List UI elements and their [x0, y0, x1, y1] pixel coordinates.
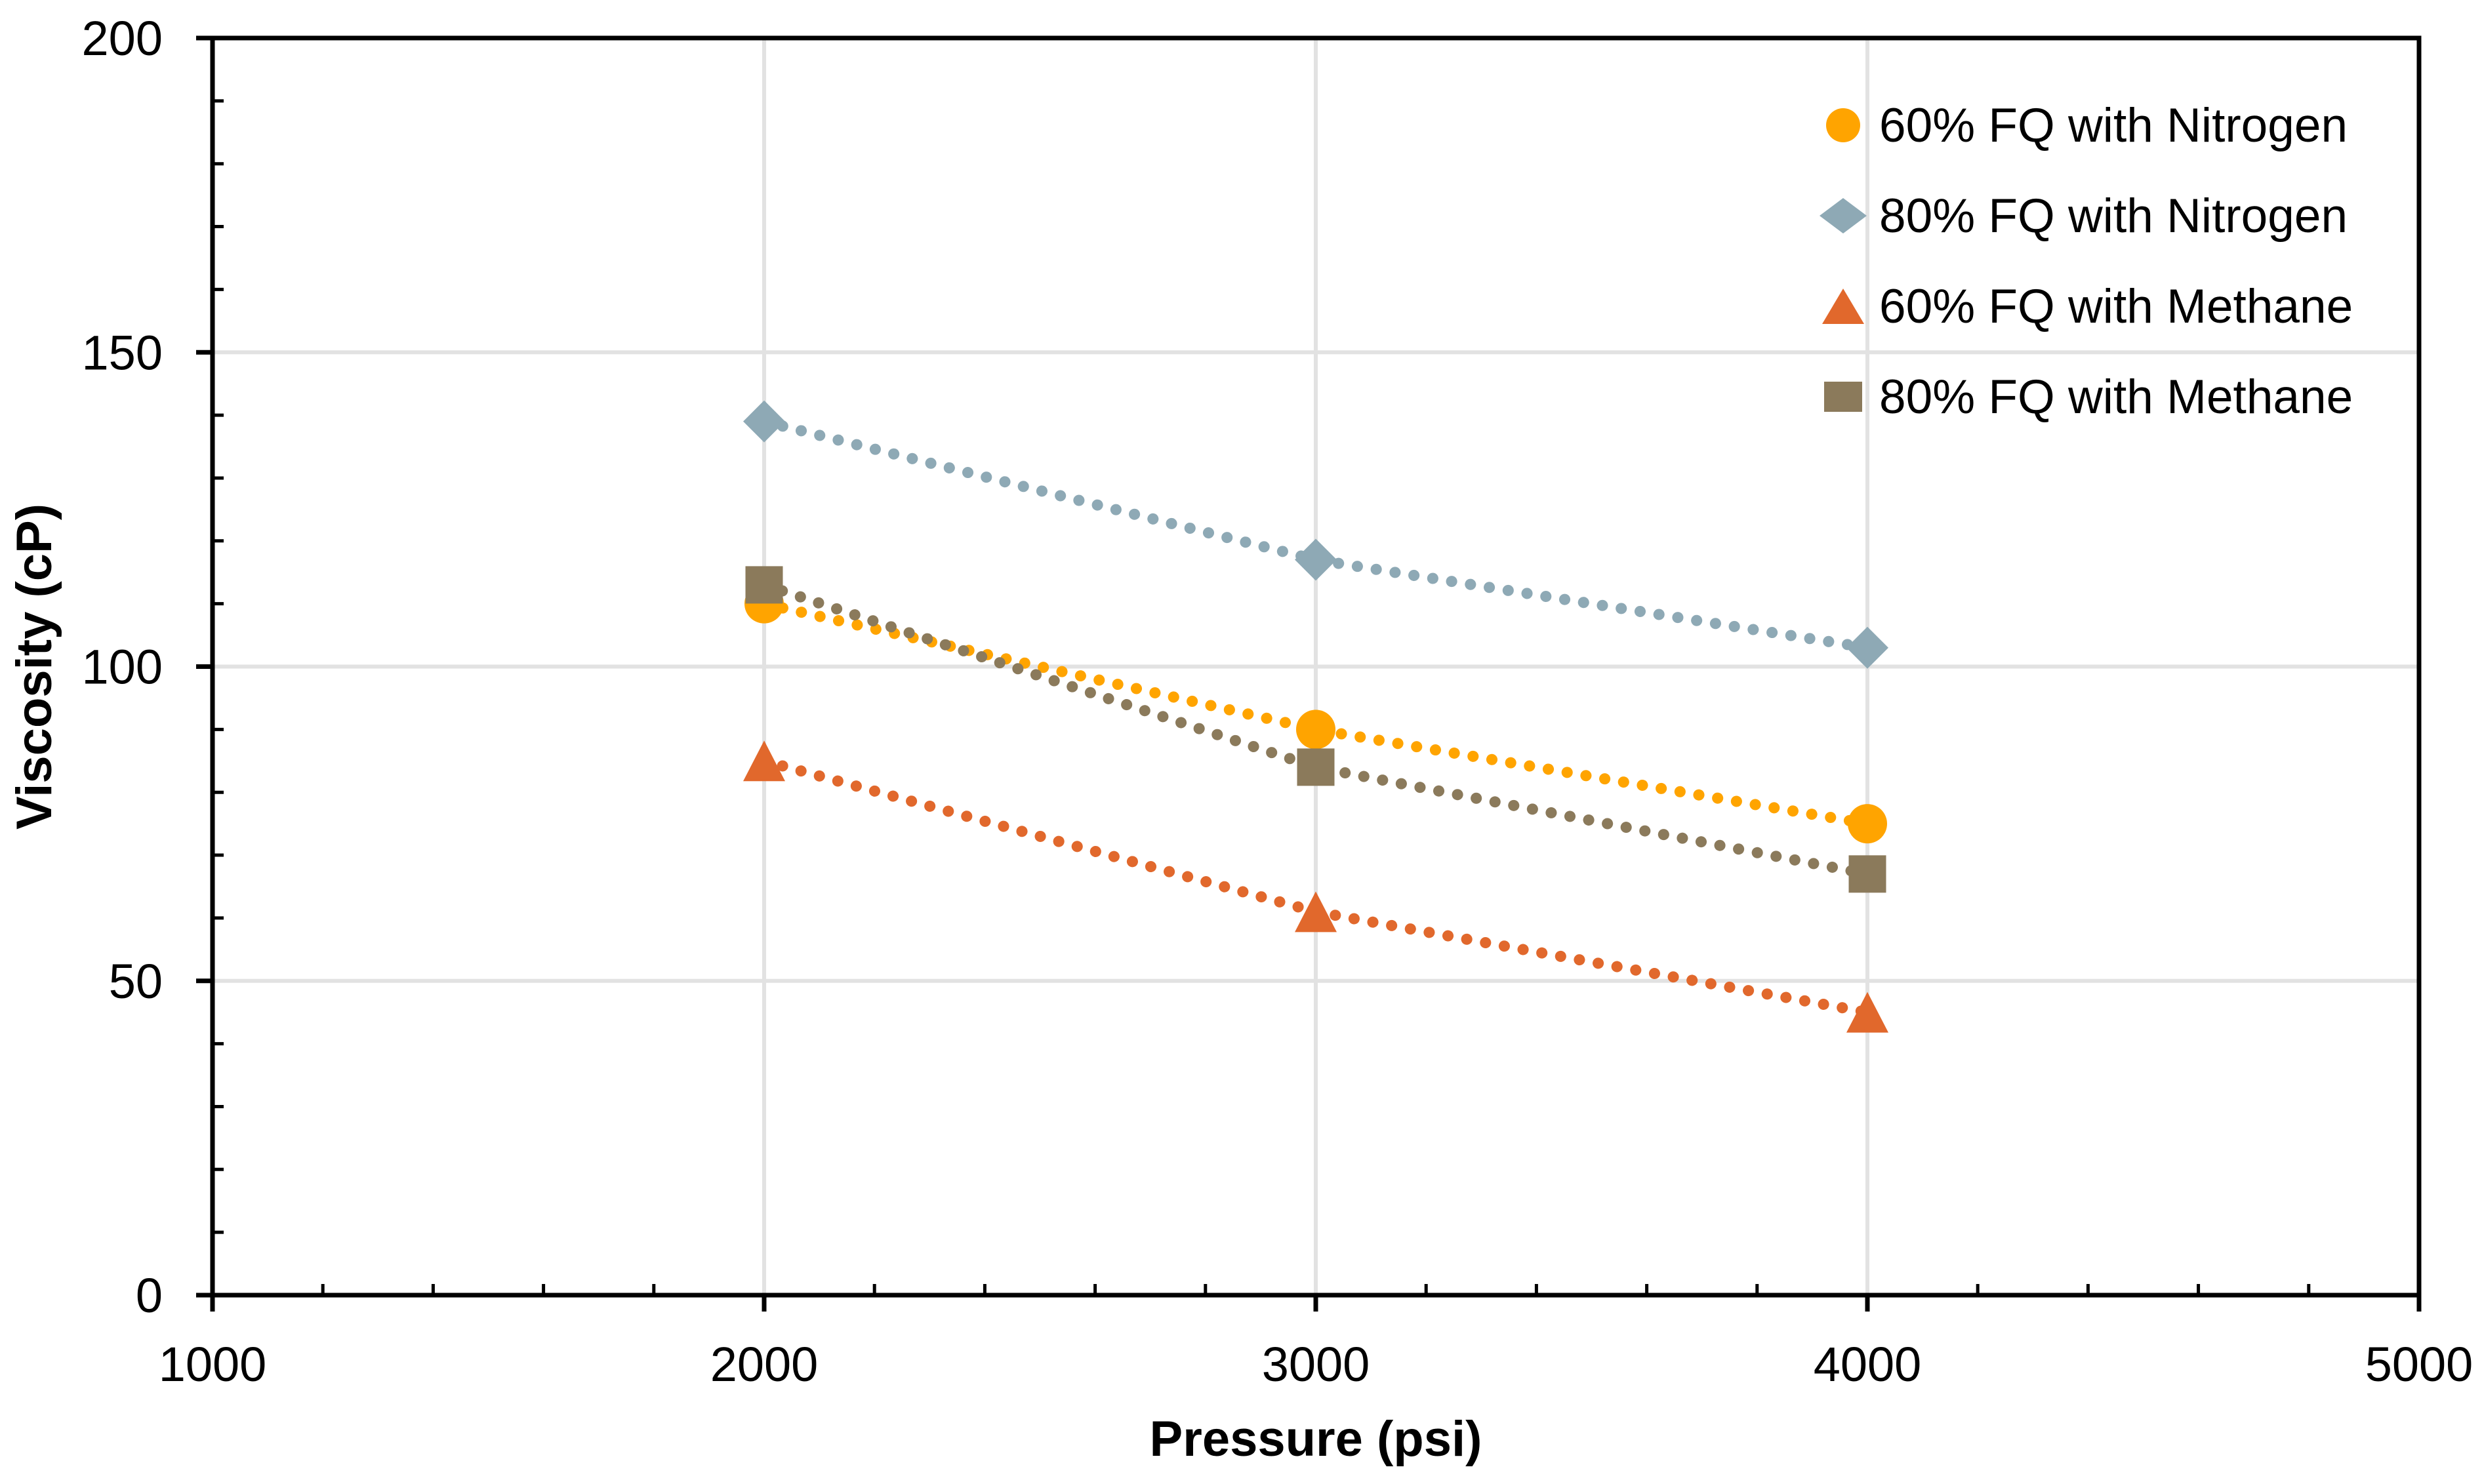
- legend-label-60-fq-with-methane: 60% FQ with Methane: [1879, 280, 2353, 333]
- x-tick-label-5000: 5000: [2365, 1337, 2473, 1392]
- legend-diamond-icon: [1820, 198, 1867, 233]
- marker-80-fq-with-methane-2000: [745, 566, 783, 604]
- legend-square-icon: [1824, 382, 1862, 412]
- y-tick-label-100: 100: [82, 640, 163, 694]
- marker-80-fq-with-methane-4000: [1848, 855, 1886, 893]
- marker-60-fq-with-methane-2000: [743, 740, 785, 782]
- legend-item-80-fq-with-nitrogen: 80% FQ with Nitrogen: [1820, 190, 2348, 243]
- x-tick-label-2000: 2000: [710, 1337, 819, 1392]
- legend-marker-80-fq-with-nitrogen: [1820, 198, 1867, 233]
- legend-item-60-fq-with-methane: 60% FQ with Methane: [1822, 280, 2353, 333]
- marker-60-fq-with-methane-3000: [1295, 891, 1337, 933]
- y-tick-label-50: 50: [109, 954, 163, 1009]
- y-tick-label-200: 200: [82, 11, 163, 66]
- legend-label-60-fq-with-nitrogen: 60% FQ with Nitrogen: [1879, 99, 2348, 152]
- legend-item-60-fq-with-nitrogen: 60% FQ with Nitrogen: [1826, 99, 2348, 152]
- marker-80-fq-with-nitrogen-3000: [1295, 538, 1337, 581]
- legend-label-80-fq-with-nitrogen: 80% FQ with Nitrogen: [1879, 190, 2348, 243]
- plot-border: [210, 35, 2422, 1298]
- marker-80-fq-with-nitrogen-2000: [743, 400, 785, 443]
- y-tick-label-150: 150: [82, 325, 163, 380]
- y-axis-title: Viscosity (cP): [7, 504, 62, 830]
- legend-label-80-fq-with-methane: 80% FQ with Methane: [1879, 371, 2353, 424]
- legend-marker-60-fq-with-nitrogen: [1826, 108, 1860, 142]
- x-axis-title: Pressure (psi): [1150, 1411, 1482, 1467]
- legend-marker-80-fq-with-methane: [1824, 382, 1862, 412]
- marker-60-fq-with-nitrogen-3000: [1296, 710, 1335, 750]
- legend-circle-icon: [1826, 108, 1860, 142]
- x-tick-label-3000: 3000: [1262, 1337, 1370, 1392]
- legend-item-80-fq-with-methane: 80% FQ with Methane: [1824, 371, 2353, 424]
- series-line-80-fq-with-methane: [758, 579, 1873, 880]
- marker-80-fq-with-nitrogen-4000: [1846, 626, 1888, 669]
- y-tick-label-0: 0: [136, 1268, 163, 1323]
- x-tick-label-4000: 4000: [1814, 1337, 1922, 1392]
- marker-60-fq-with-methane-4000: [1846, 992, 1888, 1033]
- marker-80-fq-with-methane-3000: [1297, 748, 1335, 786]
- marker-60-fq-with-nitrogen-4000: [1848, 804, 1887, 844]
- x-tick-label-1000: 1000: [159, 1337, 267, 1392]
- legend-triangle-icon: [1822, 289, 1864, 324]
- legend-marker-60-fq-with-methane: [1822, 289, 1864, 324]
